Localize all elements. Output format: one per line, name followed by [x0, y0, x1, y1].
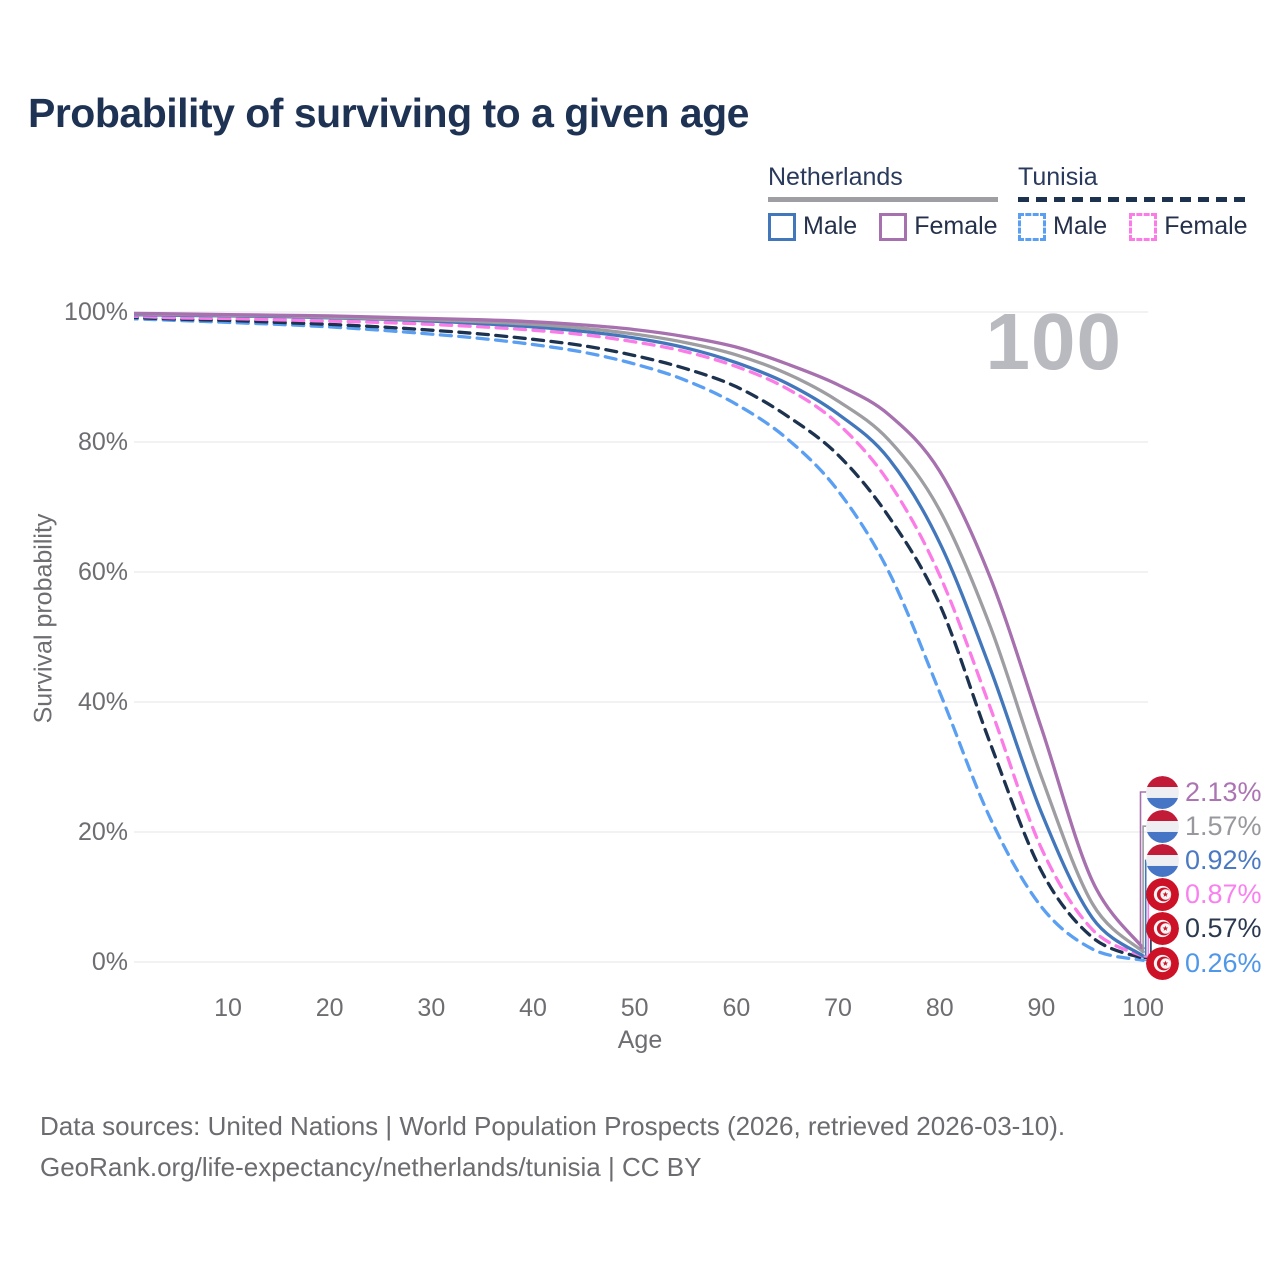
end-label-netherlands-female: 2.13% [1146, 775, 1262, 809]
legend-item-netherlands-female[interactable]: Female [879, 212, 998, 241]
page-title: Probability of surviving to a given age [28, 90, 749, 136]
tunisia-style-bar [1018, 197, 1248, 202]
end-label-value: 0.57% [1185, 913, 1262, 944]
end-label-value: 1.57% [1185, 810, 1262, 841]
x-tick-label: 90 [1027, 994, 1056, 1022]
y-tick-label: 80% [77, 428, 128, 456]
legend-item-label: Female [914, 212, 998, 240]
y-tick-label: 0% [91, 948, 128, 976]
legend-header-netherlands-label: Netherlands [768, 163, 903, 191]
end-label-netherlands-both: 1.57% [1146, 809, 1262, 843]
netherlands-male-swatch [768, 212, 796, 241]
end-label-value: 2.13% [1185, 776, 1262, 807]
legend-header-tunisia-label: Tunisia [1018, 163, 1098, 191]
tunisia-male-swatch [1018, 212, 1046, 241]
x-tick-label: 80 [925, 994, 954, 1022]
legend-group-tunisia: Tunisia Male Female [1018, 163, 1248, 241]
data-sources-line: Data sources: United Nations | World Pop… [40, 1111, 1066, 1141]
y-tick-label: 20% [77, 818, 128, 846]
y-axis-title: Survival probability [29, 513, 58, 724]
tunisia-flag-icon [1146, 878, 1179, 912]
series-line-netherlands-both[interactable] [126, 312, 1145, 954]
x-tick-label: 100 [1122, 994, 1164, 1022]
y-tick-label: 60% [77, 558, 128, 586]
legend-item-netherlands-male[interactable]: Male [768, 212, 857, 241]
tunisia-flag-icon [1146, 912, 1179, 946]
x-tick-label: 30 [417, 994, 446, 1022]
x-axis-title: Age [617, 1026, 663, 1054]
series-line-tunisia-female[interactable] [126, 314, 1145, 958]
series-line-tunisia-both[interactable] [126, 315, 1145, 960]
end-label-tunisia-female: 0.87% [1146, 878, 1262, 912]
netherlands-flag-icon [1146, 843, 1179, 877]
netherlands-style-bar [768, 197, 998, 202]
end-label-netherlands-male: 0.92% [1146, 843, 1262, 877]
x-tick-label: 50 [620, 994, 649, 1022]
legend-item-label: Female [1164, 212, 1248, 240]
hovered-age-watermark: 100 [985, 297, 1122, 386]
legend-header-netherlands[interactable]: Netherlands [768, 163, 998, 202]
end-label-value: 0.92% [1185, 844, 1262, 875]
tunisia-flag-icon [1146, 946, 1179, 980]
x-tick-label: 20 [315, 994, 344, 1022]
y-tick-label: 100% [64, 298, 128, 326]
legend-item-tunisia-female[interactable]: Female [1129, 212, 1248, 241]
netherlands-flag-icon [1146, 809, 1179, 843]
leader-line-netherlands-female [1139, 791, 1151, 949]
end-label-tunisia-male: 0.26% [1146, 946, 1262, 980]
end-label-tunisia-both: 0.57% [1146, 912, 1262, 946]
netherlands-flag-icon [1146, 775, 1179, 809]
series-line-tunisia-male[interactable] [126, 317, 1145, 962]
x-tick-label: 10 [214, 994, 242, 1022]
attribution-line: GeoRank.org/life-expectancy/netherlands/… [40, 1152, 702, 1182]
footer: Data sources: United Nations | World Pop… [40, 1106, 1065, 1188]
tunisia-female-swatch [1129, 212, 1158, 241]
end-label-value: 0.87% [1185, 879, 1262, 910]
legend-item-label: Male [1053, 212, 1108, 240]
x-tick-label: 40 [519, 994, 547, 1022]
x-tick-label: 60 [722, 994, 751, 1022]
netherlands-female-swatch [879, 212, 908, 241]
legend-header-tunisia[interactable]: Tunisia [1018, 163, 1248, 202]
legend-item-tunisia-male[interactable]: Male [1018, 212, 1107, 241]
legend-group-netherlands: Netherlands Male Female [768, 163, 998, 241]
x-tick-label: 70 [824, 994, 852, 1022]
legend-item-label: Male [803, 212, 858, 240]
y-tick-label: 40% [77, 688, 128, 716]
end-label-value: 0.26% [1185, 947, 1262, 978]
series-line-netherlands-female[interactable] [126, 311, 1145, 950]
series-line-netherlands-male[interactable] [126, 313, 1145, 958]
